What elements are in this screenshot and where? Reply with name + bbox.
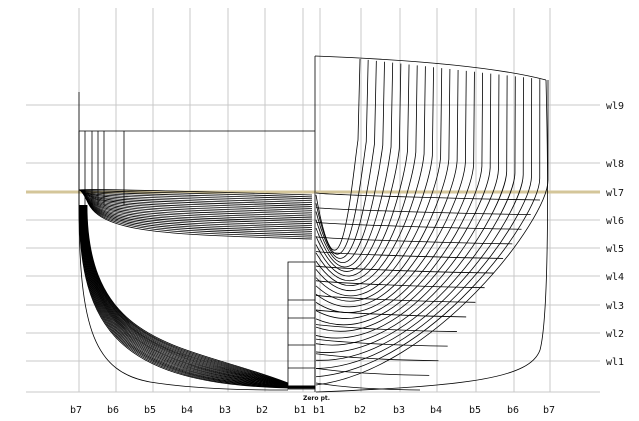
fore-waterline-curve [315,251,504,259]
waterline-label-wl1: wl1 [606,357,624,368]
fore-waterline-curve [315,280,485,289]
fore-stem-line [315,79,548,393]
buttock-labels: b7 b6 b5 b4 b3 b2 b1 b1 b2 b3 b4 b5 b6 b7 [70,405,555,416]
fore-section-line [315,76,516,353]
fore-section-line [315,68,443,297]
buttock-label-left-b2: b2 [256,405,268,416]
waterline-label-wl5: wl5 [606,244,624,255]
fore-waterline-curve [315,309,467,318]
fore-section-line [315,60,377,259]
fore-section-line [315,69,451,302]
fore-waterline-curve [315,382,421,391]
fore-section-line [315,73,492,332]
fore-section-line [315,65,418,282]
buttock-label-left-b1: b1 [294,405,306,416]
fore-section-line [315,58,361,251]
buttock-label-left-b5: b5 [144,405,156,416]
fore-waterline-curve [315,236,513,245]
waterline-label-wl3: wl3 [606,301,624,312]
grid-lines [26,8,600,393]
zero-point-label: Zero pt. [303,395,330,402]
fore-waterline-curve [315,353,439,362]
buttock-label-right-b5: b5 [469,405,481,416]
aft-waterline-curve [78,189,313,196]
fore-waterline-curve [315,294,476,303]
aft-section-line [86,204,289,384]
hull-sections [78,55,549,393]
waterline-label-wl9: wl9 [606,101,624,112]
fore-section-line [315,77,524,361]
buttock-label-left-b3: b3 [219,405,231,416]
buttock-label-right-b3: b3 [393,405,405,416]
fore-section-line [315,79,541,378]
waterline-label-wl4: wl4 [606,272,624,283]
fore-section-line [315,64,410,277]
buttock-label-right-b7: b7 [543,405,555,416]
fore-waterline-curve [315,221,522,230]
buttock-label-right-b6: b6 [507,405,519,416]
aft-waterline-curve [84,189,313,240]
fore-waterline-curve [315,265,494,274]
fore-waterline-curve [315,338,448,347]
fore-waterline-curve [315,192,541,201]
fore-waterline-curve [315,207,531,216]
waterline-label-wl7: wl7 [606,188,624,199]
fore-waterline-curve [315,324,457,332]
fore-section-line [315,69,459,308]
fore-section-line [315,71,475,319]
waterline-label-wl6: wl6 [606,216,624,227]
waterline-label-wl2: wl2 [606,329,624,340]
buttock-label-left-b4: b4 [181,405,193,416]
waterline-label-wl8: wl8 [606,159,624,170]
buttock-label-left-b6: b6 [107,405,119,416]
fore-section-line [315,62,394,268]
fore-waterline-curve [315,367,430,376]
aft-section-line [79,204,289,388]
transom-box [287,261,316,390]
waterline-labels: wl1 wl2 wl3 wl4 wl5 wl6 wl7 wl8 wl9 [606,101,624,368]
aft-bilge-line [78,204,289,391]
fore-section-line [315,59,369,255]
fore-sheer-line [314,55,547,81]
fore-section-line [315,74,500,339]
fore-section-line [315,72,484,326]
buttock-label-right-b2: b2 [354,405,366,416]
fore-section-line [315,63,402,272]
buttock-label-right-b4: b4 [430,405,442,416]
fore-section-line [315,78,533,369]
buttock-label-left-b7: b7 [70,405,82,416]
buttock-label-right-b1: b1 [313,405,325,416]
fore-section-line [315,80,549,386]
